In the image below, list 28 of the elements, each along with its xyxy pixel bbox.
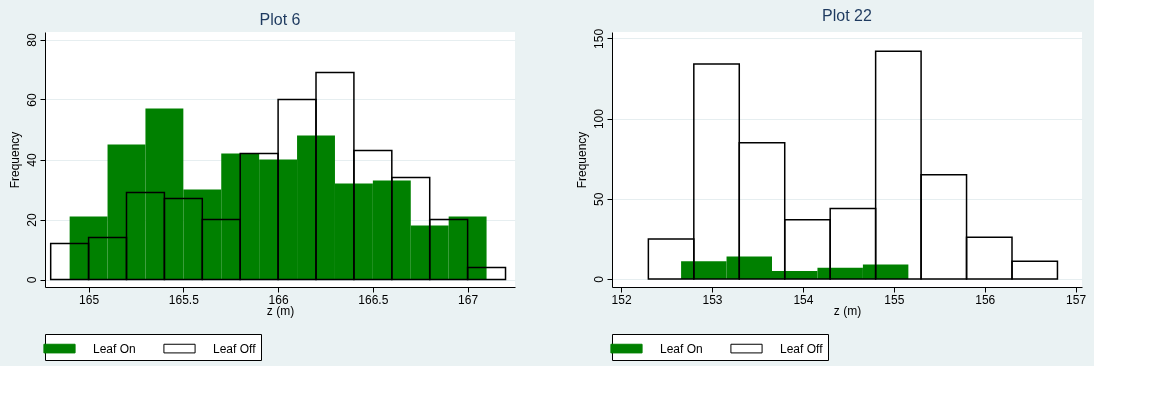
chart-title: Plot 6 bbox=[259, 11, 301, 28]
x-tick-label: 155 bbox=[884, 292, 905, 307]
x-tick-label: 156 bbox=[975, 292, 996, 307]
x-tick-label: 166.5 bbox=[358, 292, 389, 307]
y-tick-label: 50 bbox=[591, 192, 606, 206]
legend-label: Leaf Off bbox=[780, 341, 824, 356]
y-axis-title: Frequency bbox=[7, 131, 22, 189]
y-tick-label: 0 bbox=[24, 276, 39, 284]
x-tick-label: 167 bbox=[458, 292, 479, 307]
x-tick-label: 165.5 bbox=[168, 292, 200, 307]
x-tick-label: 165 bbox=[79, 292, 100, 307]
chart-title: Plot 22 bbox=[822, 7, 873, 25]
x-axis-title: z (m) bbox=[833, 303, 862, 318]
y-axis-title: Frequency bbox=[574, 131, 589, 189]
x-tick-label: 157 bbox=[1066, 292, 1087, 307]
y-tick-label: 80 bbox=[24, 33, 39, 47]
y-tick-label: 40 bbox=[24, 153, 39, 167]
y-tick-label: 0 bbox=[591, 275, 606, 283]
y-tick-label: 60 bbox=[24, 93, 39, 107]
x-tick-label: 153 bbox=[702, 292, 723, 307]
x-tick-label: 154 bbox=[793, 292, 814, 307]
x-tick-label: 152 bbox=[611, 292, 632, 307]
y-tick-label: 150 bbox=[591, 28, 606, 49]
legend-label: Leaf On bbox=[93, 341, 136, 356]
legend-label: Leaf Off bbox=[213, 341, 257, 356]
y-tick-label: 100 bbox=[591, 108, 606, 130]
legend-label: Leaf On bbox=[660, 341, 703, 356]
y-tick-label: 20 bbox=[24, 213, 39, 227]
